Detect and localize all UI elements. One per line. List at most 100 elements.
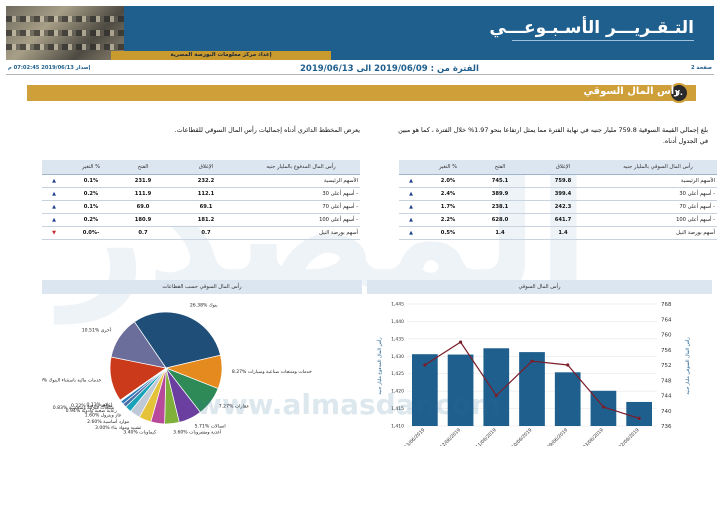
pie-slice [110, 321, 167, 369]
row-name: - أسهم أعلى 70 [242, 200, 360, 214]
org-label: إعداد مركز معلومات البورصة المصرية [111, 51, 331, 60]
line-point [458, 340, 463, 344]
x-tick-label: 09/06/2019 [546, 427, 569, 446]
row-trend: ▲ [399, 213, 423, 227]
pie-slice-label: كيماويات %3.40 [123, 429, 157, 435]
x-tick-label: 02/06/2019 [618, 427, 641, 446]
row-change: 0.5% [423, 226, 473, 240]
y-left-tick: 1,410 [391, 424, 404, 430]
row-close: 69.1 [170, 200, 242, 214]
row-close: 242.3 [527, 200, 599, 214]
pie-slice-label: خدمات ومنتجات صناعية وسيارات %8.27 [232, 369, 312, 375]
line-point [494, 393, 498, 398]
y-right-label: رأس المال السوقي مليار جنيه [684, 337, 691, 394]
arrow-up-icon: ▲ [409, 190, 413, 197]
bar [626, 401, 652, 426]
row-close: 641.7 [527, 213, 599, 227]
row-change: -0.0% [66, 226, 116, 240]
row-name: - أسهم أعلى 70 [599, 200, 717, 214]
table-row: - أسهم أعلى 70 242.3 238.1 1.7% ▲ [399, 200, 717, 214]
pie-slice-label: اتصالات %5.71 [195, 423, 226, 429]
y-right-tick: 756 [661, 348, 672, 354]
bar [447, 354, 474, 426]
row-trend: ▲ [42, 213, 66, 227]
table-row: - أسهم أعلى 100 641.7 628.0 2.2% ▲ [399, 213, 717, 227]
row-trend: ▲ [42, 174, 66, 188]
table-row: - أسهم أعلى 30 399.4 389.9 2.4% ▲ [399, 187, 717, 201]
pie-slice-label: بنوك %26.38 [190, 302, 218, 308]
line-point [601, 405, 606, 409]
table-row: - أسهم أعلى 100 181.2 180.9 0.2% ▲ [42, 213, 360, 227]
divider [6, 74, 714, 75]
row-change: 0.1% [66, 174, 116, 188]
row-open: 745.1 [473, 174, 527, 188]
pie-slice-label: عقارات %7.27 [219, 404, 250, 410]
y-right-tick: 752 [661, 363, 672, 369]
arrow-up-icon: ▲ [409, 216, 413, 223]
row-name: الأسهم الرئيسية [242, 174, 360, 188]
pie-slice-label: خدمات مالية باستثناء البنوك %11.00 [42, 378, 102, 384]
arrow-up-icon: ▲ [409, 177, 413, 184]
x-tick-label: 13/06/2019 [403, 427, 426, 446]
col-header-change: % التغير [423, 160, 473, 175]
row-change: 0.2% [66, 213, 116, 227]
line-point [566, 363, 570, 367]
report-period: الفترة من : 2019/06/09 الى 2019/06/13 [300, 64, 479, 74]
section-bar [27, 85, 696, 101]
banner-photo [6, 6, 124, 60]
row-trend: ▲ [42, 187, 66, 201]
line-point [637, 416, 641, 420]
y-right-tick: 764 [661, 317, 672, 323]
row-name: أسهم بورصة النيل [242, 226, 360, 240]
y-right-tick: 744 [661, 394, 672, 400]
y-right-tick: 736 [661, 424, 672, 430]
y-right-tick: 768 [661, 302, 672, 308]
arrow-up-icon: ▲ [409, 229, 413, 236]
table-row: الأسهم الرئيسية 232.2 231.9 0.1% ▲ [42, 174, 360, 188]
row-change: 2.0% [423, 174, 473, 188]
report-title: التـقـريـــر الأسـبـوعـــي [489, 18, 694, 38]
col-header-name: رأس المال المدفوع بالمليار جنيه [242, 160, 360, 175]
y-left-tick: 1,440 [391, 319, 404, 325]
pie-intro-paragraph: يعرض المخطط الدائري أدناه إجماليات رأس ا… [174, 126, 360, 134]
y-right-tick: 748 [661, 378, 672, 384]
table-row: أسهم بورصة النيل 1.4 1.4 0.5% ▲ [399, 226, 717, 240]
col-header-change: % التغير [66, 160, 116, 175]
row-trend: ▼ [42, 226, 66, 240]
row-open: 231.9 [116, 174, 170, 188]
col-header-open: الفتح [473, 160, 527, 175]
pie-slice-label: أخرى %10.51 [82, 327, 112, 334]
row-close: 759.8 [527, 174, 599, 188]
pie-chart-title: رأس المال السوقي حسب القطاعات [42, 280, 362, 294]
col-header-name: رأس المال السوقي بالمليار جنيه [599, 160, 717, 175]
pie-slice-label: منتجات منزلية وشخصية %0.83 [53, 405, 115, 411]
market-cap-combo-chart: 1,410 1,415 1,420 1,425 1,430 1,435 1,440 1,445… [376, 302, 691, 447]
col-header-trend [399, 160, 423, 175]
line-point [530, 359, 534, 363]
row-name: - أسهم أعلى 100 [599, 213, 717, 227]
row-close: 112.1 [170, 187, 242, 201]
row-open: 180.9 [116, 213, 170, 227]
y-right-tick: 740 [661, 409, 672, 415]
row-trend: ▲ [42, 200, 66, 214]
arrow-up-icon: ▲ [52, 177, 56, 184]
row-close: 181.2 [170, 213, 242, 227]
row-change: 1.7% [423, 200, 473, 214]
row-change: 0.1% [66, 200, 116, 214]
col-header-close: الإغلاق [170, 160, 242, 175]
row-change: 0.2% [66, 187, 116, 201]
title-underline [512, 40, 694, 41]
x-tick-label: 10/06/2019 [510, 427, 533, 446]
row-open: 1.4 [473, 226, 527, 240]
row-name: - أسهم أعلى 100 [242, 213, 360, 227]
arrow-up-icon: ▲ [52, 216, 56, 223]
y-left-tick: 1,425 [391, 371, 404, 377]
bar [519, 352, 545, 426]
row-change: 2.2% [423, 213, 473, 227]
row-change: 2.4% [423, 187, 473, 201]
table-row: - أسهم أعلى 30 112.1 111.9 0.2% ▲ [42, 187, 360, 201]
pie-slice-label: تشييد ومواد بناء %3.00 [95, 425, 142, 431]
y-left-tick: 1,415 [391, 406, 404, 412]
bar [554, 372, 581, 426]
row-close: 232.2 [170, 174, 242, 188]
